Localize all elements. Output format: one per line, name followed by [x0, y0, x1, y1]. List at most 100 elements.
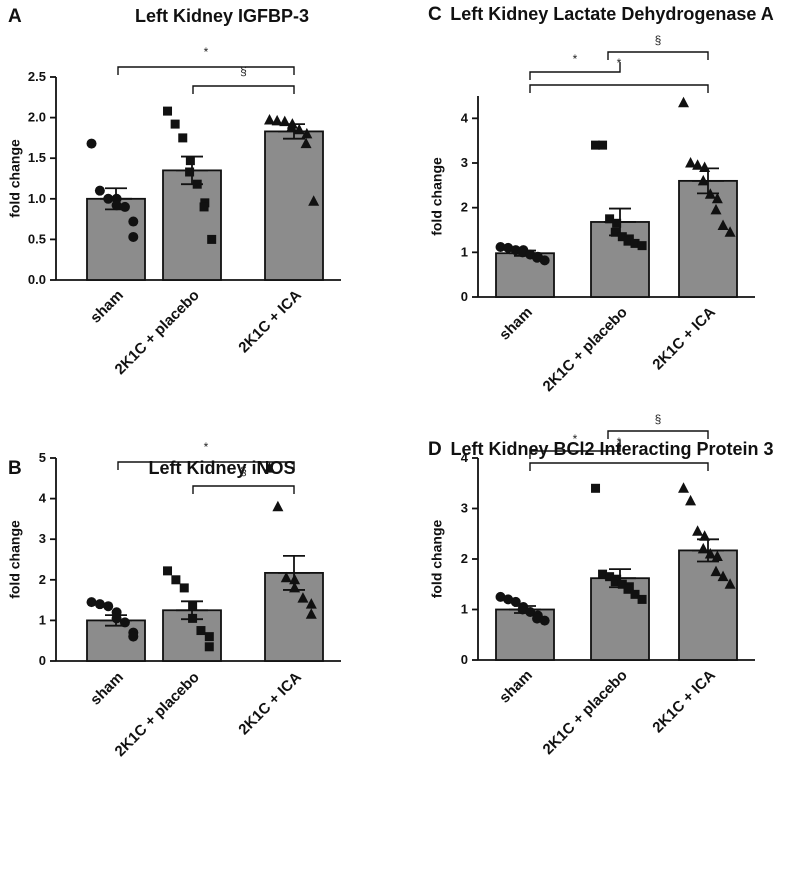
y-tick-label: 1.5: [28, 150, 46, 165]
y-tick-label: 1: [461, 244, 468, 259]
data-point: [598, 140, 608, 150]
x-category-label: sham: [87, 669, 127, 709]
data-point: [532, 613, 543, 624]
y-axis-label: fold change: [429, 520, 445, 599]
data-point: [717, 219, 729, 231]
data-point: [86, 138, 97, 149]
x-category-label: sham: [87, 287, 127, 327]
significance-label: *: [573, 432, 578, 446]
data-point: [119, 201, 130, 212]
data-point: [612, 218, 622, 228]
data-point: [610, 577, 620, 587]
significance-label: §: [655, 33, 662, 47]
data-point: [128, 231, 139, 242]
data-point: [272, 500, 284, 512]
data-point: [119, 617, 130, 628]
data-point: [610, 227, 620, 237]
data-point: [185, 156, 195, 166]
data-point: [605, 572, 615, 582]
data-point: [170, 119, 180, 129]
y-tick-label: 4: [461, 110, 469, 125]
data-point: [692, 159, 704, 170]
panel-letter: D: [428, 439, 442, 460]
significance-bracket: [607, 51, 709, 60]
data-point: [710, 565, 722, 577]
data-point: [525, 607, 536, 618]
data-point: [204, 632, 214, 642]
data-point: [711, 192, 723, 204]
panel-title: Left Kidney BCl2 Interacting Protein 3: [450, 439, 773, 459]
significance-bracket: [117, 66, 295, 75]
panel-d: D Left Kidney BCl2 Interacting Protein 3 f…: [428, 412, 774, 758]
data-point: [623, 236, 633, 246]
significance-label: §: [655, 412, 662, 426]
panel-letter: B: [8, 458, 22, 479]
y-tick-label: 2: [39, 572, 46, 587]
bar-1: [162, 169, 222, 281]
data-point: [591, 483, 601, 493]
x-category-label: 2K1C + ICA: [649, 667, 719, 737]
data-point: [605, 214, 615, 224]
data-point: [128, 631, 139, 642]
x-category-label: 2K1C + placebo: [540, 304, 631, 395]
panel-a: A Left Kidney IGFBP-3 fold change 0.0 0.5 1.0…: [7, 6, 341, 378]
data-point: [289, 581, 301, 593]
significance-bracket: [117, 461, 295, 470]
data-point: [308, 195, 320, 206]
data-point: [279, 115, 291, 127]
y-axis-label: fold change: [7, 520, 23, 599]
x-category-label: sham: [496, 304, 536, 344]
data-point: [591, 140, 601, 150]
x-category-label: sham: [496, 667, 536, 707]
data-point: [94, 599, 105, 610]
data-point: [178, 133, 188, 143]
significance-label: §: [240, 464, 247, 478]
y-tick-label: 3: [39, 531, 46, 546]
data-point: [710, 203, 722, 215]
data-point: [300, 137, 312, 149]
data-point: [171, 575, 181, 585]
significance-label: *: [617, 435, 622, 449]
panel-letter: C: [428, 4, 442, 25]
significance-bracket: [529, 462, 709, 471]
y-tick-label: 1: [39, 612, 46, 627]
significance-bracket: [192, 85, 295, 94]
x-category-label: 2K1C + ICA: [649, 304, 719, 374]
data-point: [271, 114, 283, 126]
y-tick-label: 3: [461, 501, 468, 516]
data-point: [207, 234, 217, 244]
data-point: [185, 167, 195, 177]
y-tick-label: 2: [461, 200, 468, 215]
y-tick-label: 0.0: [28, 272, 46, 287]
significance-bracket: [529, 440, 621, 459]
data-point: [297, 592, 309, 603]
data-point: [539, 615, 550, 626]
y-tick-label: 2: [461, 551, 468, 566]
significance-bracket: [529, 62, 621, 80]
data-point: [289, 573, 301, 585]
data-point: [163, 106, 173, 116]
bar-2: [678, 549, 738, 661]
y-tick-label: 2.0: [28, 110, 46, 125]
data-point: [539, 255, 550, 266]
data-point: [724, 578, 736, 589]
data-point: [305, 598, 317, 609]
data-point: [637, 241, 647, 251]
panel-letter: A: [8, 6, 22, 27]
x-category-label: 2K1C + placebo: [112, 287, 203, 378]
data-point: [699, 161, 711, 172]
data-point: [103, 193, 114, 204]
data-point: [704, 188, 716, 199]
data-point: [264, 462, 276, 473]
data-point: [103, 601, 114, 612]
data-point: [111, 613, 122, 624]
data-point: [699, 530, 711, 541]
data-point: [293, 123, 305, 135]
data-point: [86, 597, 97, 608]
significance-label: *: [617, 56, 622, 70]
data-point: [678, 96, 690, 108]
data-point: [617, 232, 627, 242]
y-axis-label: fold change: [7, 139, 23, 218]
y-tick-label: 4: [39, 491, 47, 506]
